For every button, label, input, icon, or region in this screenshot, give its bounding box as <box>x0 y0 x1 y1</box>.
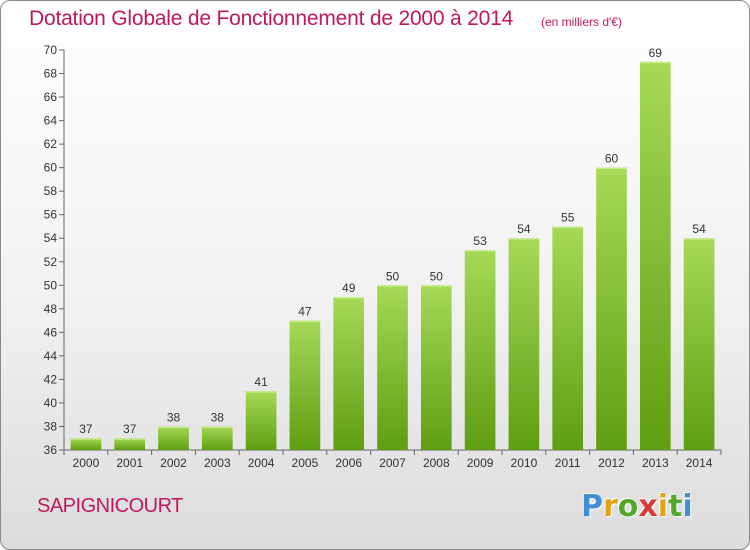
x-tick-label-2007: 2007 <box>379 456 406 470</box>
x-tick-label-2001: 2001 <box>116 456 143 470</box>
bar-2014 <box>683 238 715 450</box>
y-tick-label: 46 <box>44 325 58 339</box>
x-tick-label-2008: 2008 <box>423 456 450 470</box>
proxiti-logo: Proxiti <box>581 489 693 524</box>
y-tick-label: 52 <box>44 255 58 269</box>
value-label-2002: 38 <box>167 410 181 424</box>
x-tick-label-2011: 2011 <box>555 456 581 470</box>
bar-highlight <box>639 61 671 64</box>
bar-highlight <box>377 285 408 287</box>
bar-2006 <box>333 297 365 450</box>
bar-highlight <box>683 238 715 240</box>
bar-highlight <box>158 426 189 428</box>
y-tick-label: 54 <box>44 231 58 245</box>
x-tick-label-2003: 2003 <box>204 456 231 470</box>
bar-highlight <box>114 438 146 440</box>
y-tick-label: 60 <box>44 161 58 175</box>
y-tick-label: 70 <box>44 43 58 57</box>
value-label-2007: 50 <box>386 269 400 283</box>
x-tick-label-2009: 2009 <box>467 456 494 470</box>
x-tick-label-2014: 2014 <box>686 456 713 470</box>
value-label-2003: 38 <box>211 410 225 424</box>
y-tick-label: 48 <box>44 302 58 316</box>
value-label-2013: 69 <box>649 46 663 60</box>
y-tick-label: 64 <box>44 114 58 128</box>
bar-highlight <box>289 320 321 323</box>
value-label-2010: 54 <box>517 222 531 236</box>
chart-subtitle: (en milliers d'€) <box>541 15 622 29</box>
bar-highlight <box>245 391 277 393</box>
bar-2002 <box>158 426 189 450</box>
y-tick-label: 56 <box>44 208 58 222</box>
bar-2011 <box>552 226 584 450</box>
value-label-2005: 47 <box>298 305 312 319</box>
y-tick-label: 40 <box>44 396 58 410</box>
chart-title: Dotation Globale de Fonctionnement de 20… <box>29 7 514 30</box>
bar-highlight <box>552 226 584 228</box>
value-label-2004: 41 <box>254 375 268 389</box>
x-tick-label-2002: 2002 <box>160 456 187 470</box>
bar-highlight <box>70 438 102 440</box>
bar-2003 <box>201 426 233 450</box>
y-tick-label: 66 <box>44 90 58 104</box>
value-label-2000: 37 <box>79 422 93 436</box>
value-label-2001: 37 <box>123 422 137 436</box>
y-tick-label: 44 <box>44 349 58 363</box>
y-tick-label: 68 <box>44 67 58 81</box>
bar-highlight <box>508 238 540 240</box>
bar-2004 <box>245 391 277 450</box>
bar-highlight <box>333 297 365 299</box>
bar-highlight <box>464 250 496 252</box>
value-label-2006: 49 <box>342 281 356 295</box>
bar-2009 <box>464 250 496 450</box>
x-tick-label-2000: 2000 <box>73 456 100 470</box>
y-tick-label: 50 <box>44 278 58 292</box>
bar-2001 <box>114 438 146 450</box>
value-label-2009: 53 <box>473 234 487 248</box>
x-tick-label-2004: 2004 <box>248 456 275 470</box>
x-tick-label-2013: 2013 <box>642 456 669 470</box>
bar-2013 <box>639 61 671 450</box>
y-tick-label: 42 <box>44 372 58 386</box>
x-tick-label-2006: 2006 <box>335 456 362 470</box>
value-label-2011: 55 <box>561 210 575 224</box>
bar-2005 <box>289 320 321 450</box>
bar-highlight <box>596 167 627 170</box>
bar-2007 <box>377 285 408 450</box>
x-tick-label-2005: 2005 <box>292 456 319 470</box>
x-tick-label-2012: 2012 <box>598 456 625 470</box>
value-label-2014: 54 <box>692 222 706 236</box>
commune-name: SAPIGNICOURT <box>37 495 183 517</box>
bar-2012 <box>596 167 627 450</box>
bar-2010 <box>508 238 540 450</box>
y-tick-label: 36 <box>44 443 58 457</box>
bar-2008 <box>420 285 452 450</box>
bar-highlight <box>201 426 233 428</box>
y-tick-label: 38 <box>44 419 58 433</box>
bar-highlight <box>420 285 452 287</box>
value-label-2008: 50 <box>430 269 444 283</box>
y-tick-label: 58 <box>44 184 58 198</box>
x-tick-label-2010: 2010 <box>511 456 538 470</box>
y-tick-label: 62 <box>44 137 58 151</box>
value-label-2012: 60 <box>605 152 619 166</box>
bar-2000 <box>70 438 102 450</box>
